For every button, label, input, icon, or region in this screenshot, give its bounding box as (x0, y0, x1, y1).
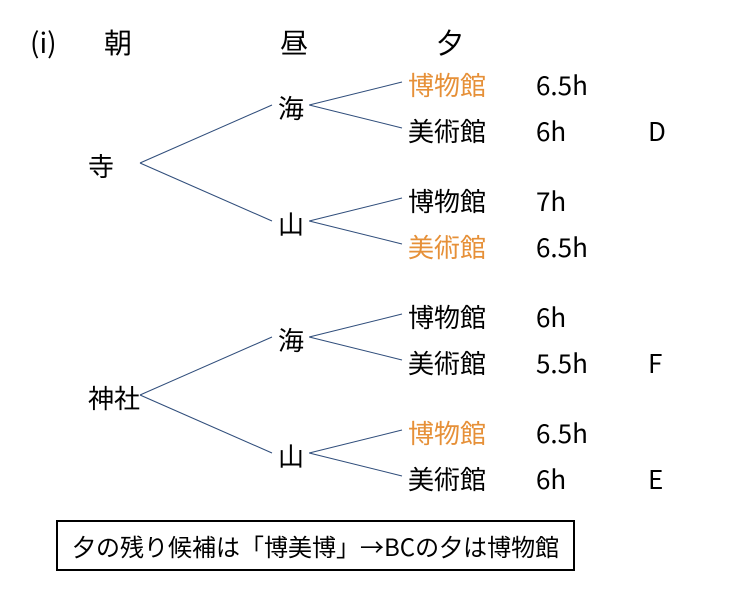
leaf-hours-2: 7h (536, 182, 566, 219)
mid-0: 海 (278, 89, 304, 126)
leaf-hours-5: 5.5h (536, 344, 588, 381)
leaf-name-6: 博物館 (408, 414, 486, 451)
root-0: 寺 (88, 147, 114, 184)
tree-edges (0, 0, 756, 595)
leaf-mark-7: E (648, 460, 663, 497)
root-1: 神社 (88, 379, 140, 416)
leaf-mark-1: D (648, 112, 666, 149)
leaf-name-5: 美術館 (408, 344, 486, 381)
mid-2: 海 (278, 321, 304, 358)
leaf-mark-5: F (648, 344, 662, 381)
leaf-hours-6: 6.5h (536, 414, 588, 451)
leaf-name-4: 博物館 (408, 298, 486, 335)
leaf-name-0: 博物館 (408, 66, 486, 103)
leaf-hours-0: 6.5h (536, 66, 588, 103)
mid-3: 山 (278, 437, 304, 474)
header-evening: 夕 (436, 22, 464, 62)
header-noon: 昼 (280, 22, 308, 62)
leaf-hours-1: 6h (536, 112, 566, 149)
leaf-hours-4: 6h (536, 298, 566, 335)
leaf-hours-3: 6.5h (536, 228, 588, 265)
leaf-name-3: 美術館 (408, 228, 486, 265)
leaf-name-2: 博物館 (408, 182, 486, 219)
leaf-name-7: 美術館 (408, 460, 486, 497)
leaf-name-1: 美術館 (408, 112, 486, 149)
tree-diagram: (i)朝昼夕寺神社海山海山博物館6.5h美術館6hD博物館7h美術館6.5h博物… (0, 0, 756, 595)
header-morning: 朝 (104, 22, 132, 62)
leaf-hours-7: 6h (536, 460, 566, 497)
mid-1: 山 (278, 205, 304, 242)
caption-box: 夕の残り候補は「博美博」→BCの夕は博物館 (56, 520, 575, 571)
label-i: (i) (30, 22, 57, 62)
